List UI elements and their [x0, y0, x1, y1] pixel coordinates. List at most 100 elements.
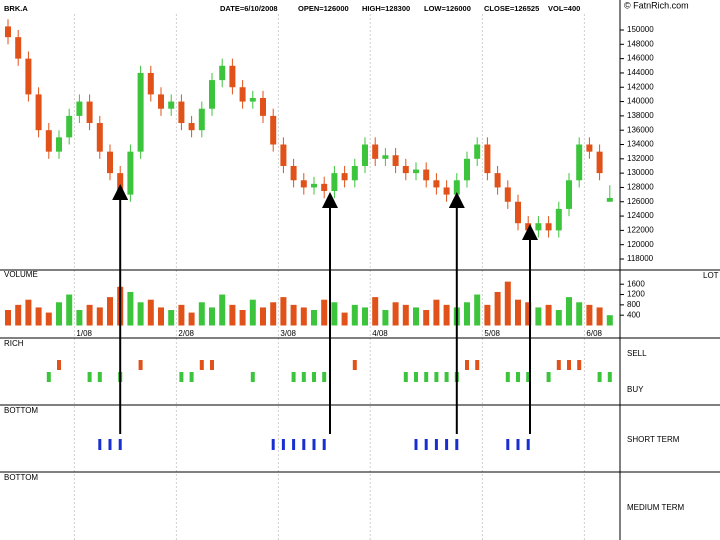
y-tick-label: 142000: [627, 82, 654, 91]
y-tick-label: 132000: [627, 154, 654, 163]
candle-body: [76, 101, 83, 116]
panel-label: BOTTOM: [4, 473, 38, 482]
volume-bar: [433, 299, 440, 326]
volume-bar: [76, 310, 83, 326]
bottom-signal: [506, 439, 510, 450]
panel-label: VOLUME: [4, 270, 38, 279]
panel-label: RICH: [4, 339, 24, 348]
volume-bar: [331, 302, 338, 326]
candle-body: [392, 155, 399, 166]
x-tick-label: 6/08: [586, 329, 602, 338]
candle-body: [280, 144, 287, 166]
volume-bar: [392, 302, 399, 326]
candle-body: [127, 151, 134, 195]
bottom-signal: [98, 439, 102, 450]
bottom-signal: [414, 439, 418, 450]
bottom-signal: [118, 439, 122, 450]
sell-signal: [567, 360, 571, 370]
bottom-signal: [424, 439, 428, 450]
candle-body: [351, 165, 358, 181]
candle-body: [86, 101, 93, 124]
sell-signal: [210, 360, 214, 370]
volume-bar: [341, 312, 348, 326]
y-tick-label: 150000: [627, 25, 654, 34]
volume-bar: [586, 304, 593, 326]
x-tick-label: 1/08: [76, 329, 92, 338]
y-tick-label: 144000: [627, 68, 654, 77]
volume-unit: LOT: [703, 271, 719, 280]
candle-body: [382, 155, 389, 159]
volume-bar: [209, 307, 215, 326]
header-volume: VOL=400: [548, 4, 580, 13]
volume-bar: [229, 304, 236, 326]
header-date: DATE=6/10/2008: [220, 4, 278, 13]
candle-body: [545, 223, 552, 231]
symbol: BRK.A: [4, 4, 28, 13]
y-tick-label: 122000: [627, 225, 654, 234]
buy-signal: [291, 372, 296, 382]
candle-body: [311, 183, 317, 188]
candle-body: [137, 72, 144, 152]
bottom-signal: [434, 439, 438, 450]
volume-bar: [168, 310, 175, 326]
candle-body: [321, 183, 328, 192]
candle-body: [362, 144, 368, 166]
volume-bar: [555, 310, 562, 326]
header-open: OPEN=126000: [298, 4, 349, 13]
candle-body: [270, 115, 277, 145]
buy-signal: [46, 372, 51, 382]
candle-body: [586, 144, 593, 152]
candle-body: [566, 180, 572, 209]
volume-bar: [515, 299, 521, 326]
candle-body: [15, 37, 22, 59]
volume-bar: [464, 302, 470, 326]
buy-signal: [97, 372, 102, 382]
marks: [5, 19, 613, 450]
buy-signal: [179, 372, 184, 382]
bottom-signal: [516, 439, 520, 450]
y-tick-label: 140000: [627, 97, 654, 106]
x-tick-label: 5/08: [484, 329, 500, 338]
volume-bar: [321, 299, 328, 326]
volume-bar: [280, 297, 287, 326]
candle-body: [290, 165, 297, 181]
buy-signal: [250, 372, 255, 382]
volume-bar: [545, 304, 552, 326]
volume-bar: [362, 307, 368, 326]
volume-bar: [372, 297, 379, 326]
candle-body: [300, 180, 307, 188]
candle-body: [331, 173, 338, 192]
y-tick-label: 148000: [627, 39, 654, 48]
volume-tick-label: 1200: [627, 290, 645, 299]
volume-bar: [351, 304, 358, 326]
candle-body: [443, 187, 450, 195]
candle-body: [35, 94, 42, 131]
sell-signal: [465, 360, 469, 370]
header-low: LOW=126000: [424, 4, 471, 13]
volume-bar: [596, 307, 603, 326]
candle-body: [606, 197, 613, 202]
volume-bar: [300, 307, 307, 326]
bottom-signal: [302, 439, 306, 450]
candle-body: [423, 169, 430, 181]
volume-bar: [25, 299, 32, 326]
credit: © FatnRich.com: [624, 0, 689, 10]
bottom-signal: [281, 439, 285, 450]
candle-body: [56, 137, 62, 152]
bottom-signal: [322, 439, 326, 450]
candle-body: [453, 180, 460, 195]
panel-label: BOTTOM: [4, 406, 38, 415]
volume-bar: [504, 281, 511, 326]
y-tick-label: 120000: [627, 240, 654, 249]
buy-signal: [322, 372, 327, 382]
sell-signal: [577, 360, 582, 370]
x-tick-label: 4/08: [372, 329, 388, 338]
bottom-signal: [455, 439, 459, 450]
sell-signal: [556, 360, 561, 370]
buy-signal: [301, 372, 306, 382]
candle-body: [494, 173, 501, 188]
candle-body: [188, 123, 195, 131]
candle-body: [209, 80, 215, 109]
volume-bar: [239, 310, 246, 326]
